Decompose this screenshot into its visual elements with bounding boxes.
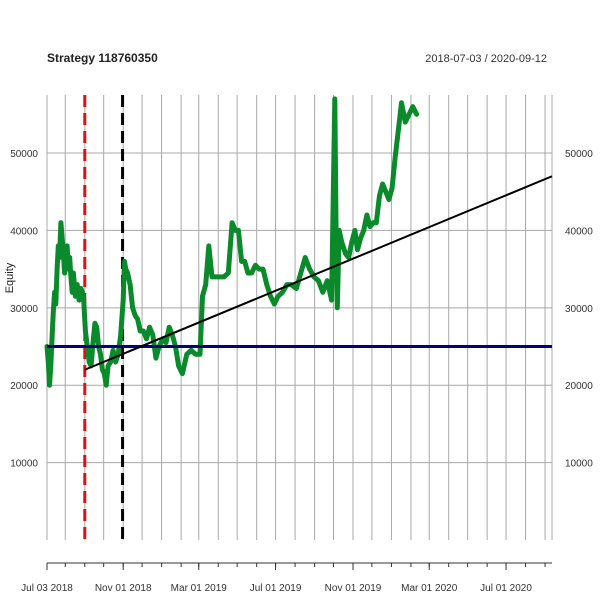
y-tick-label-left: 30000 xyxy=(10,304,38,315)
axes: 10000 10000 20000 20000 30000 30000 40000 40000… xyxy=(10,149,593,594)
x-tick-label: Jul 03 2018 xyxy=(21,583,73,594)
overlay-lines xyxy=(47,175,553,371)
y-tick-label-right: 50000 xyxy=(565,149,593,160)
series-layer xyxy=(44,96,420,388)
x-tick-label: Jul 01 2019 xyxy=(250,583,302,594)
y-tick-label-left: 20000 xyxy=(10,381,38,392)
x-tick-label: Nov 01 2019 xyxy=(325,583,382,594)
y-tick-label-right: 10000 xyxy=(565,459,593,470)
date-range: 2018-07-03 / 2020-09-12 xyxy=(425,53,547,65)
x-tick-label: Nov 01 2018 xyxy=(95,583,152,594)
y-tick-label-right: 30000 xyxy=(565,304,593,315)
y-tick-label-left: 10000 xyxy=(10,459,38,470)
x-tick-label: Jul 01 2020 xyxy=(480,583,532,594)
trend-line xyxy=(84,175,553,371)
y-tick-label-left: 40000 xyxy=(10,226,38,237)
y-tick-label-left: 50000 xyxy=(10,149,38,160)
grid xyxy=(46,95,553,540)
equity-series-line xyxy=(44,96,420,388)
y-tick-label-right: 20000 xyxy=(565,381,593,392)
chart-title: Strategy 118760350 xyxy=(47,51,158,65)
x-tick-label: Mar 01 2020 xyxy=(401,583,458,594)
x-tick-label: Mar 01 2019 xyxy=(171,583,228,594)
y-tick-label-right: 40000 xyxy=(565,226,593,237)
y-axis-label: Equity xyxy=(4,262,16,293)
